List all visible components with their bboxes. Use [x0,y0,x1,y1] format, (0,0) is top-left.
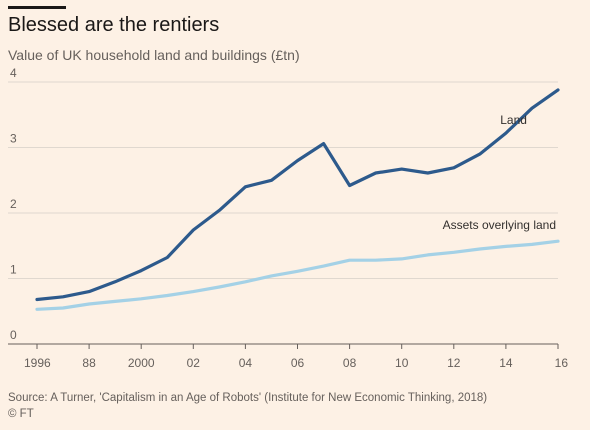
x-tick-label: 88 [82,356,96,370]
x-tick-label: 10 [395,356,409,370]
chart-title: Blessed are the rentiers [8,14,220,36]
source-note: Source: A Turner, 'Capitalism in an Age … [8,392,488,404]
x-tick-label: 02 [187,356,201,370]
y-tick-label: 2 [10,197,17,211]
x-tick-label: 06 [291,356,305,370]
y-tick-label: 0 [10,328,17,342]
y-tick-label: 1 [10,263,17,277]
grid-layer [8,81,559,349]
x-tick-label: 08 [343,356,357,370]
x-tick-label: 04 [239,356,253,370]
x-tick-label: 2000 [128,356,155,370]
top-rule [8,6,66,9]
assets-series-label: Assets overlying land [443,218,556,232]
x-tick-label: 12 [447,356,461,370]
land-series-line [35,88,560,302]
assets-series-line [35,239,560,311]
x-tick-label: 14 [499,356,513,370]
land-series-label: Land [500,113,527,127]
ft-credit: © FT [8,408,34,420]
y-tick-label: 4 [10,66,17,80]
series-layer [35,88,560,311]
x-tick-label: 1996 [24,356,51,370]
chart-subtitle: Value of UK household land and buildings… [8,47,300,63]
y-tick-label: 3 [10,132,17,146]
x-tick-label: 16 [555,356,569,370]
